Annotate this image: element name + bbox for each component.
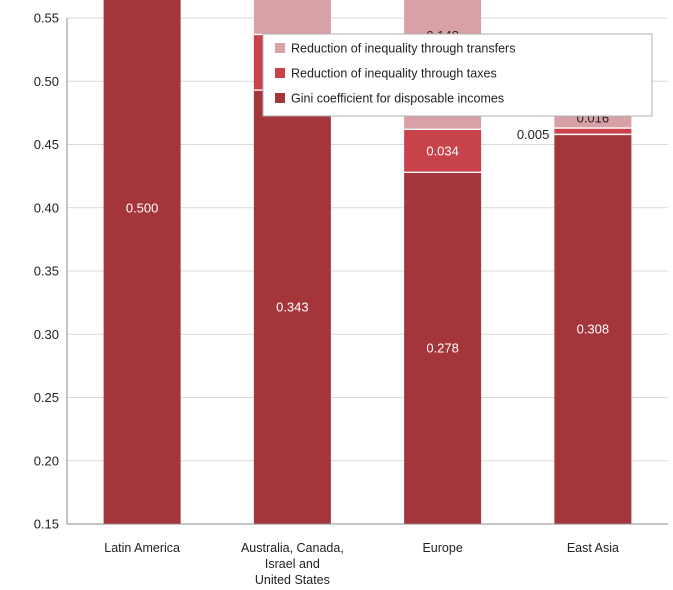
y-tick-label: 0.30 [34,327,59,342]
legend-item: Reduction of inequality through taxes [275,67,497,81]
bar-segment [253,0,331,35]
bar-segment [404,129,482,173]
category-label: Europe [422,541,462,555]
bar-segment [554,134,632,524]
legend: Reduction of inequality through transfer… [262,33,653,117]
y-tick-label: 0.15 [34,517,59,532]
legend-item: Gini coefficient for disposable incomes [275,92,504,106]
bar-segment [253,90,331,524]
data-label: 0.005 [517,127,550,142]
legend-label: Gini coefficient for disposable incomes [291,92,504,106]
y-tick-label: 0.50 [34,74,59,89]
category-label: United States [255,573,330,587]
x-axis: Latin America Australia, Canada, Israel an… [67,523,668,587]
legend-swatch [275,43,285,53]
legend-swatch [275,93,285,103]
y-tick-label: 0.55 [34,11,59,26]
data-label: 0.500 [126,200,159,215]
legend-swatch [275,68,285,78]
legend-label: Reduction of inequality through transfer… [291,42,515,56]
bar-segment [103,0,181,524]
y-tick-label: 0.35 [34,264,59,279]
y-axis: 0.15 0.20 0.25 0.30 0.35 0.40 0.45 0.50 0.55 [34,11,68,532]
legend-item: Reduction of inequality through transfer… [275,42,515,56]
category-label: Latin America [104,541,180,555]
y-tick-label: 0.45 [34,137,59,152]
data-label: 0.034 [426,143,459,158]
y-tick-label: 0.40 [34,200,59,215]
bar-segment [554,128,632,135]
legend-box [262,33,653,117]
data-label: 0.308 [577,322,610,337]
bar-segment [404,172,482,524]
data-label: 0.343 [276,300,309,315]
data-label: 0.278 [426,341,459,356]
category-label: Australia, Canada, [241,541,344,555]
y-tick-label: 0.20 [34,453,59,468]
y-tick-label: 0.25 [34,390,59,405]
legend-label: Reduction of inequality through taxes [291,67,497,81]
category-label: Israel and [265,557,320,571]
category-label: East Asia [567,541,619,555]
